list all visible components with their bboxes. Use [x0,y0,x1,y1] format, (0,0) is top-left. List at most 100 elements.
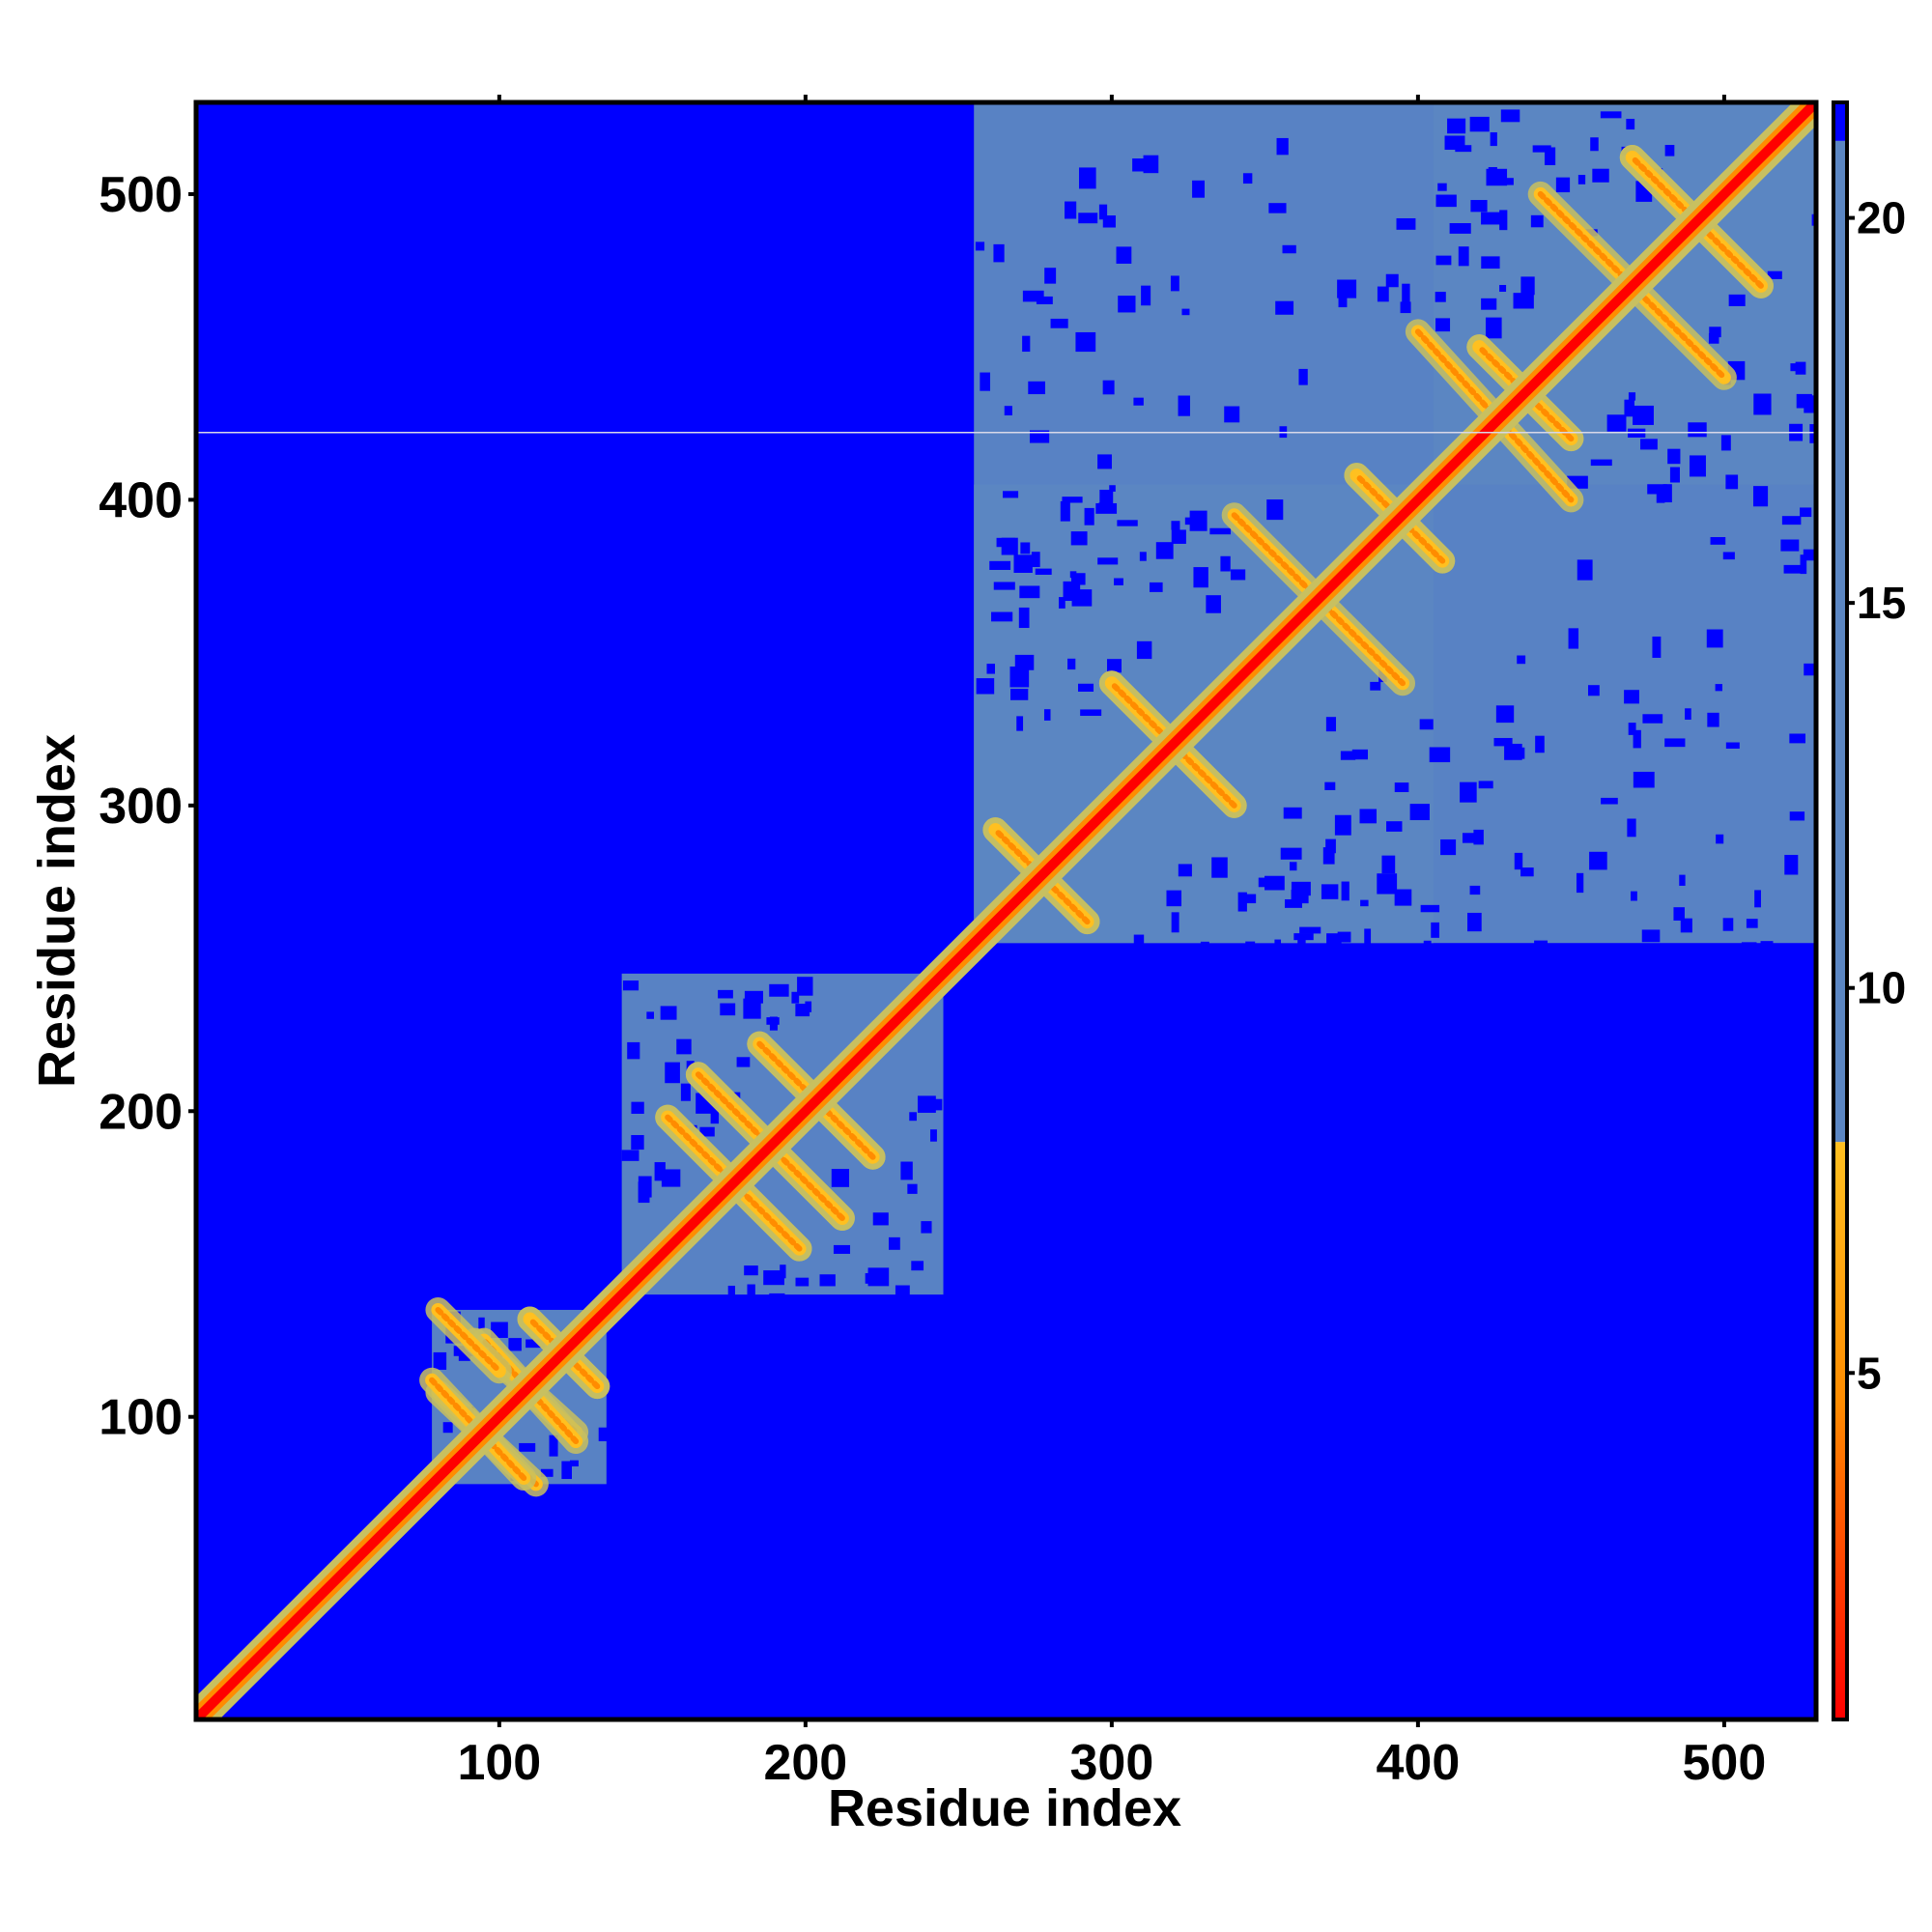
domain-hole [1576,872,1584,894]
y-tick-label: 200 [99,1084,183,1140]
domain-hole [993,243,1005,263]
domain-hole [1809,424,1816,443]
domain-hole [1664,738,1686,748]
domain-hole [1067,658,1076,670]
domain-hole [1377,286,1389,302]
domain-hole [1420,904,1440,913]
domain-hole [1171,529,1186,544]
domain-hole [1800,554,1807,575]
colorbar-tick-label: 5 [1857,1348,1882,1398]
domain-hole [797,977,813,996]
domain-hole [1628,723,1636,735]
domain-hole [1534,940,1548,952]
domain-hole [1013,554,1033,573]
domain-hole [1282,244,1296,254]
domain-hole [1725,474,1739,490]
domain-hole [1535,735,1545,753]
domain-hole [1258,877,1265,888]
domain-hole [1351,749,1369,760]
domain-hole [1291,889,1309,904]
domain-hole [1662,484,1672,503]
domain-hole [1009,666,1030,688]
domain-hole [1633,771,1655,788]
domain-hole [1689,455,1706,477]
domain-hole [1322,847,1335,865]
domain-hole [1044,268,1057,284]
domain-hole [1781,516,1802,526]
domain-hole [900,1161,913,1180]
domain-hole [996,537,1015,548]
domain-hole [1264,875,1285,891]
domain-hole [1018,607,1030,629]
domain-hole [1242,173,1253,185]
diagonal-core [196,102,1816,1719]
domain-hole [1019,585,1040,599]
domain-hole [627,1041,640,1060]
domain-hole [665,1062,680,1084]
domain-hole [1710,537,1726,545]
domain-hole [1321,884,1339,899]
domain-hole [549,1435,558,1457]
domain-hole [1409,804,1430,821]
domain-hole [1741,942,1757,952]
domain-hole [1627,818,1636,838]
domain-hole [769,983,789,997]
domain-hole [1098,204,1108,220]
domain-hole [1065,201,1077,219]
domain-hole [1341,881,1350,901]
domain-hole [1592,168,1609,183]
domain-hole [867,1267,890,1287]
domain-hole [1080,709,1102,717]
domain-hole [1481,212,1501,225]
domain-hole [1359,809,1378,824]
domain-hole [831,1169,850,1187]
domain-hole [1790,363,1804,372]
domain-hole [1783,564,1805,574]
domain-hole [1725,742,1740,749]
domain-hole [989,560,1011,570]
domain-hole [1184,517,1202,526]
domain-hole [1299,926,1321,934]
domain-hole [1193,567,1208,588]
domain-hole [1481,298,1497,310]
domain-hole [1102,380,1115,395]
domain-hole [1370,681,1381,691]
domain-hole [1499,210,1508,231]
domain-hole [1709,327,1721,338]
colorbar-tick-label: 20 [1857,193,1906,243]
domain-hole [921,1221,932,1234]
domain-hole [1431,922,1439,938]
domain-hole [1458,246,1469,267]
domain-hole [1780,539,1800,552]
domain-hole [1606,414,1627,432]
domain-hole [1789,811,1805,821]
domain-hole [1004,406,1012,416]
domain-hole [1284,898,1302,908]
domain-hole [1386,821,1403,832]
domain-hole [1568,628,1579,649]
domain-hole [747,1284,755,1302]
domain-hole [1029,430,1050,443]
domain-hole [1462,833,1475,843]
domain-hole [1238,894,1257,904]
domain-hole [680,1083,691,1101]
domain-hole [1181,308,1190,316]
domain-hole [1688,422,1707,438]
domain-hole [1338,287,1348,308]
domain-hole [1447,118,1466,134]
domain-hole [1097,454,1112,469]
domain-hole [1070,573,1086,585]
domain-hole [1628,392,1636,401]
domain-hole [976,678,995,695]
domain-hole [654,1162,666,1181]
domain-hole [1555,177,1571,193]
domain-hole [646,1011,654,1019]
colorbar-high-segment [1833,102,1847,141]
domain-hole [1715,684,1722,692]
domain-hole [1020,542,1031,554]
domain-hole [1469,116,1490,132]
colorbar-tick-label: 15 [1857,578,1906,628]
domain-hole [907,1183,918,1194]
colorbar-tick-label: 10 [1857,963,1906,1013]
domain-hole [1530,214,1544,228]
